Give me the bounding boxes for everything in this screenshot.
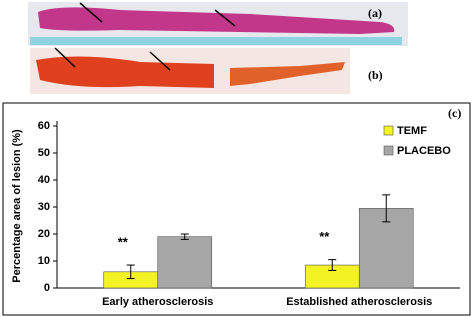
photo-b: (b) [30, 47, 383, 94]
significance: ** [319, 229, 330, 244]
panel-label: (c) [448, 106, 461, 120]
error-bar [328, 259, 337, 271]
arrow [54, 47, 76, 68]
y-axis-label: Percentage area of lesion (%) [11, 129, 23, 283]
legend-swatch [383, 145, 394, 156]
y-tick-label: 50 [38, 147, 50, 159]
bar [157, 236, 213, 289]
photo-a: (a) [28, 2, 408, 46]
y-tick-label: 10 [38, 255, 50, 267]
y-tick-label: 20 [38, 228, 50, 240]
error-bar [126, 264, 135, 280]
chart-frame [2, 102, 471, 316]
photo-strip [30, 37, 402, 45]
aorta-b [36, 56, 214, 88]
significance: ** [118, 234, 129, 249]
arrow [214, 9, 236, 27]
arrow [149, 51, 171, 71]
legend-label: PLACEBO [397, 145, 451, 157]
y-tick-label: 30 [38, 201, 50, 213]
y-tick-label: 0 [44, 282, 50, 294]
x-tick-label: Early atherosclerosis [102, 296, 213, 308]
aorta-b [230, 62, 345, 86]
y-tick-label: 40 [38, 174, 50, 186]
aorta-a [38, 7, 395, 34]
panel-label: (b) [368, 68, 383, 82]
error-bar [382, 194, 391, 223]
legend-label: TEMF [397, 125, 427, 137]
x-tick-label: Established atherosclerosis [286, 296, 432, 308]
panel-label: (a) [368, 6, 382, 20]
arrow [79, 2, 103, 23]
y-tick-label: 60 [38, 120, 50, 132]
legend-swatch [383, 125, 394, 136]
error-bar [180, 233, 189, 240]
